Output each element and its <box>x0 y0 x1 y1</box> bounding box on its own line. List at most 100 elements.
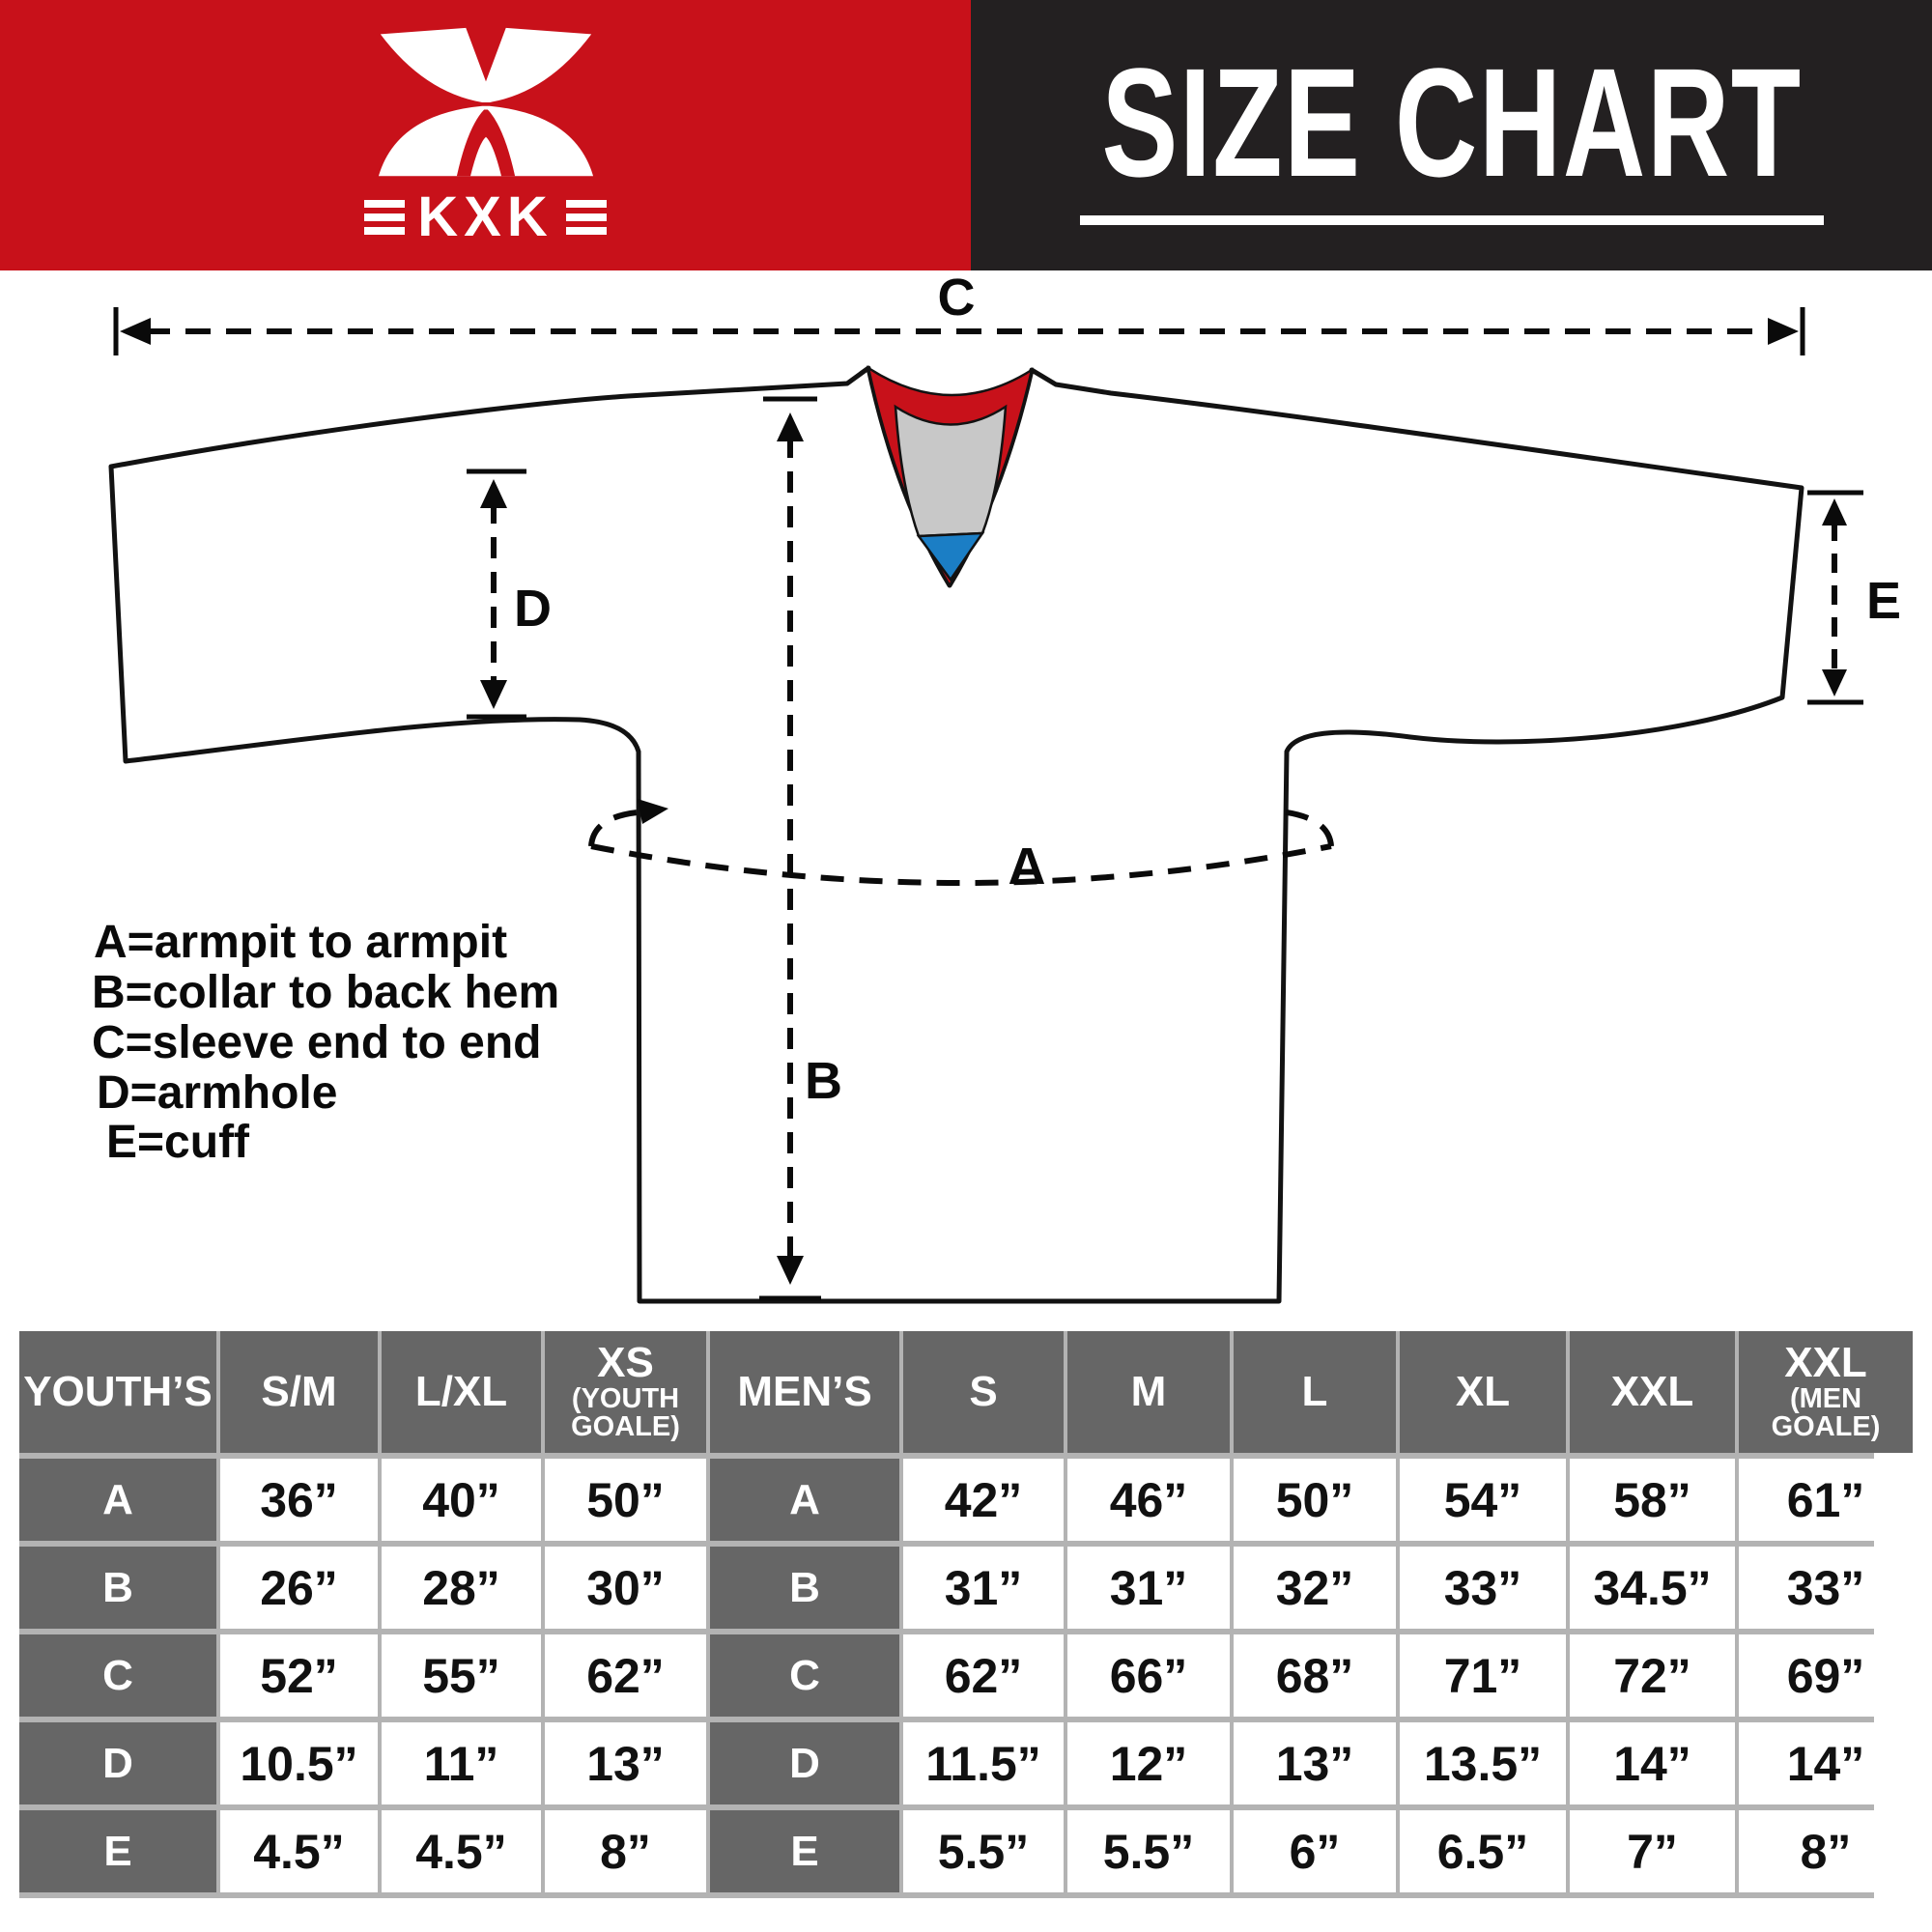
title-underline <box>1079 215 1824 225</box>
collar-inner <box>894 404 1008 538</box>
logo-wordmark-row: KXK <box>364 185 607 248</box>
value-youth-sm-d: 10.5” <box>220 1722 378 1804</box>
col-header-m: M <box>1067 1331 1230 1453</box>
logo-text: KXK <box>417 185 554 248</box>
col-header-sub: (MEN GOALE) <box>1771 1382 1881 1443</box>
page-header: KXK SIZE CHART <box>0 0 1932 270</box>
value-men-xxl-b: 34.5” <box>1570 1547 1735 1629</box>
col-header-lxl: L/XL <box>382 1331 541 1453</box>
size-table: YOUTH’S S/M L/XL XS (YOUTH GOALE) MEN’S … <box>19 1331 1913 1898</box>
col-header-main: XS <box>597 1338 654 1386</box>
value-men-s-d: 11.5” <box>903 1722 1064 1804</box>
value-youth-sm-b: 26” <box>220 1547 378 1629</box>
value-youth-xs-b: 30” <box>545 1547 706 1629</box>
value-men-l-e: 6” <box>1234 1810 1396 1892</box>
value-men-xxlg-d: 14” <box>1739 1722 1913 1804</box>
row-label-youth-e: E <box>19 1810 216 1892</box>
value-men-l-d: 13” <box>1234 1722 1396 1804</box>
legend-line-c: C=sleeve end to end <box>92 1017 542 1068</box>
value-men-l-c: 68” <box>1234 1634 1396 1717</box>
measure-b-arrow <box>759 396 821 1301</box>
col-header-xl: XL <box>1400 1331 1566 1453</box>
col-header-main: XXL <box>1784 1338 1867 1386</box>
col-header-xxl: XXL <box>1570 1331 1735 1453</box>
value-men-m-a: 46” <box>1067 1459 1230 1541</box>
measurement-legend: A=armpit to armpit B=collar to back hem … <box>92 917 559 1168</box>
label-e: E <box>1866 572 1901 630</box>
value-men-m-c: 66” <box>1067 1634 1230 1717</box>
col-header-s: S <box>903 1331 1064 1453</box>
value-men-xxlg-b: 33” <box>1739 1547 1913 1629</box>
measure-c-arrow <box>113 307 1805 355</box>
col-header-youths: YOUTH’S <box>19 1331 216 1453</box>
value-men-xl-c: 71” <box>1400 1634 1566 1717</box>
value-men-l-a: 50” <box>1234 1459 1396 1541</box>
triple-bar-icon <box>565 200 607 235</box>
value-men-xxlg-c: 69” <box>1739 1634 1913 1717</box>
value-men-m-e: 5.5” <box>1067 1810 1230 1892</box>
label-b: B <box>805 1052 842 1110</box>
measure-d-arrow <box>467 469 526 720</box>
value-men-xl-a: 54” <box>1400 1459 1566 1541</box>
value-youth-lxl-b: 28” <box>382 1547 541 1629</box>
measure-e-arrow <box>1807 490 1863 705</box>
col-header-mens: MEN’S <box>710 1331 899 1453</box>
value-men-s-b: 31” <box>903 1547 1064 1629</box>
legend-line-a: A=armpit to armpit <box>94 917 507 968</box>
value-men-xxl-c: 72” <box>1570 1634 1735 1717</box>
value-youth-lxl-c: 55” <box>382 1634 541 1717</box>
value-men-xxl-d: 14” <box>1570 1722 1735 1804</box>
row-label-youth-c: C <box>19 1634 216 1717</box>
value-youth-xs-a: 50” <box>545 1459 706 1541</box>
value-youth-xs-c: 62” <box>545 1634 706 1717</box>
label-c: C <box>938 269 976 327</box>
value-youth-xs-d: 13” <box>545 1722 706 1804</box>
legend-line-b: B=collar to back hem <box>92 967 559 1018</box>
brand-panel: KXK <box>0 0 971 270</box>
row-label-men-e: E <box>710 1810 899 1892</box>
collar-insert <box>916 531 985 582</box>
value-men-s-c: 62” <box>903 1634 1064 1717</box>
measure-a-ellipse <box>588 799 1334 886</box>
value-youth-lxl-d: 11” <box>382 1722 541 1804</box>
value-men-m-b: 31” <box>1067 1547 1230 1629</box>
value-youth-xs-e: 8” <box>545 1810 706 1892</box>
row-label-youth-b: B <box>19 1547 216 1629</box>
page-title: SIZE CHART <box>1100 36 1803 209</box>
row-label-youth-d: D <box>19 1722 216 1804</box>
triple-bar-icon <box>364 200 406 235</box>
row-label-men-c: C <box>710 1634 899 1717</box>
kxk-logo-icon <box>378 27 593 177</box>
value-men-s-a: 42” <box>903 1459 1064 1541</box>
value-men-xl-d: 13.5” <box>1400 1722 1566 1804</box>
value-men-xxl-e: 7” <box>1570 1810 1735 1892</box>
row-label-youth-a: A <box>19 1459 216 1541</box>
value-youth-sm-a: 36” <box>220 1459 378 1541</box>
value-men-s-e: 5.5” <box>903 1810 1064 1892</box>
col-header-xs-youth-goalie: XS (YOUTH GOALE) <box>545 1331 706 1453</box>
value-youth-lxl-e: 4.5” <box>382 1810 541 1892</box>
value-men-l-b: 32” <box>1234 1547 1396 1629</box>
col-header-l: L <box>1234 1331 1396 1453</box>
value-men-m-d: 12” <box>1067 1722 1230 1804</box>
row-label-men-b: B <box>710 1547 899 1629</box>
label-d: D <box>514 580 552 638</box>
row-label-men-a: A <box>710 1459 899 1541</box>
value-men-xl-b: 33” <box>1400 1547 1566 1629</box>
value-youth-lxl-a: 40” <box>382 1459 541 1541</box>
label-a: A <box>1009 838 1046 895</box>
value-men-xxl-a: 58” <box>1570 1459 1735 1541</box>
col-header-xxl-men-goalie: XXL (MEN GOALE) <box>1739 1331 1913 1453</box>
value-youth-sm-c: 52” <box>220 1634 378 1717</box>
col-header-sub: (YOUTH GOALE) <box>571 1382 680 1443</box>
value-men-xxlg-e: 8” <box>1739 1810 1913 1892</box>
value-men-xxlg-a: 61” <box>1739 1459 1913 1541</box>
value-men-xl-e: 6.5” <box>1400 1810 1566 1892</box>
row-label-men-d: D <box>710 1722 899 1804</box>
value-youth-sm-e: 4.5” <box>220 1810 378 1892</box>
title-panel: SIZE CHART <box>971 0 1932 270</box>
legend-line-d: D=armhole <box>97 1067 337 1119</box>
legend-line-e: E=cuff <box>106 1117 250 1168</box>
